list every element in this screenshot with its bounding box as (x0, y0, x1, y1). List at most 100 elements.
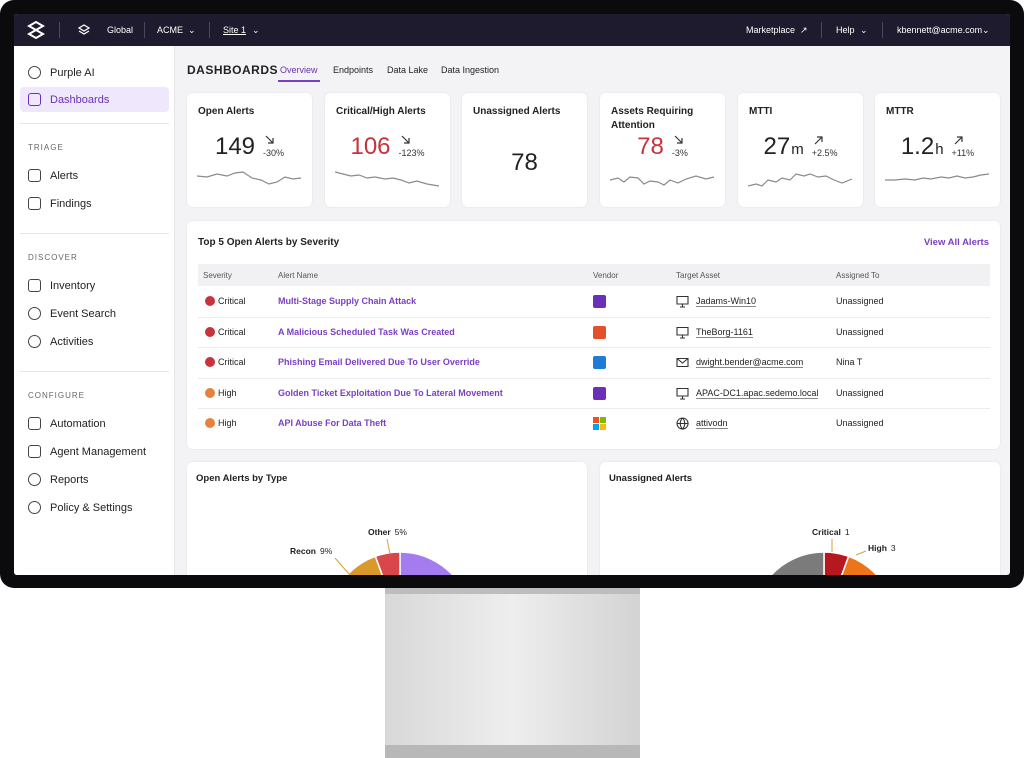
abs (209, 22, 210, 38)
kpi-card: MTTI 27 m +2.5% (738, 93, 863, 207)
section-title: CONFIGURE (28, 391, 85, 400)
asset-icon (676, 417, 689, 431)
kpi-label: Assets Requiring Attention (611, 106, 694, 131)
kpi-change-group: -123% (399, 135, 425, 161)
ico (28, 335, 41, 348)
sparkline-path (885, 173, 990, 181)
nav-item: Dashboards (50, 93, 110, 106)
abs[interactable]: Automation (28, 417, 106, 430)
abs[interactable]: Policy & Settings (28, 501, 133, 514)
help[interactable]: Help (836, 25, 855, 35)
sparkline-path (197, 171, 302, 185)
path (27, 21, 45, 39)
abs (20, 371, 169, 372)
column-header: Vendor (593, 271, 619, 280)
path (78, 24, 90, 35)
ico (28, 279, 41, 292)
site[interactable]: Site 1 (223, 25, 247, 35)
abs (144, 22, 145, 38)
abs (821, 22, 822, 38)
kpi-value-group: 1.2 h (901, 133, 944, 161)
target-asset: Jadams-Win10 (696, 296, 757, 307)
sparkline (748, 173, 853, 187)
donut-segment (823, 551, 850, 575)
active-highlight (20, 87, 169, 112)
kpi-change: +11% (951, 148, 975, 158)
alert-name[interactable]: Multi-Stage Supply Chain Attack (278, 296, 417, 306)
kpi-value: 27 (763, 133, 791, 160)
ico (28, 169, 41, 182)
abs: ⌄ (252, 25, 260, 35)
leader-line (386, 538, 391, 555)
arrow-path (954, 136, 963, 145)
scope[interactable]: Global (107, 25, 134, 35)
kpi-value: 1.2 (900, 133, 935, 160)
abs[interactable]: Agent Management (28, 445, 146, 458)
label-value: 9% (320, 546, 333, 556)
target-asset: TheBorg-1161 (696, 326, 753, 338)
top-bar: Global ACME ⌄ Site 1 ⌄ Marketplace ↗ Hel… (14, 14, 1010, 46)
abs[interactable]: Event Search (28, 307, 116, 320)
kpi-value-row: 1.2 h +11% (875, 133, 1000, 161)
user[interactable]: kbennett@acme.com (897, 25, 983, 35)
abs[interactable]: Purple AI (28, 66, 95, 79)
kpi-card: Open Alerts 149 -30% (187, 93, 312, 207)
vendor-icon (593, 325, 606, 339)
nav-item: Activities (50, 335, 94, 348)
panel-title: Open Alerts by Type (196, 473, 288, 484)
table-title: Top 5 Open Alerts by Severity (198, 237, 340, 248)
kpi-value-row: 106 -123% (325, 133, 450, 161)
asset-icon (676, 387, 689, 400)
alert-name[interactable]: A Malicious Scheduled Task Was Created (278, 326, 455, 337)
asset-icon (676, 326, 689, 339)
alert-name[interactable]: Phishing Email Delivered Due To User Ove… (278, 357, 480, 368)
tab[interactable]: Endpoints (333, 65, 374, 75)
nav-item: Findings (50, 197, 92, 210)
sparkline (885, 173, 990, 181)
donut-label: Critical 1 (812, 527, 850, 537)
layers-icon (78, 24, 90, 35)
row-divider (198, 408, 990, 410)
vendor-icon (593, 295, 606, 308)
donut-segment (770, 551, 825, 575)
marketplace[interactable]: Marketplace (746, 25, 796, 35)
abs[interactable]: Alerts (28, 169, 78, 182)
donut: Critical 1 High 3 (770, 527, 896, 575)
tab[interactable]: Overview (280, 65, 318, 75)
abs[interactable]: Reports (28, 473, 89, 486)
abs[interactable]: Activities (28, 335, 93, 348)
abs[interactable]: Dashboards (28, 93, 109, 106)
account[interactable]: ACME (157, 25, 184, 35)
donut-label: High 3 (868, 543, 896, 553)
label-name: Information (486, 574, 533, 575)
abs: ⌄ (188, 25, 196, 35)
tab[interactable]: Data Ingestion (441, 65, 500, 75)
ico (28, 445, 41, 458)
tab[interactable]: Data Lake (387, 65, 429, 75)
alert-name[interactable]: API Abuse For Data Theft (278, 418, 387, 429)
column-header: Assigned To (836, 271, 880, 280)
label-value: 30% (537, 574, 554, 575)
nav-item: Inventory (50, 279, 96, 292)
ico (28, 197, 41, 210)
arrow-path (265, 135, 274, 144)
abs: ⌄ (860, 25, 868, 35)
table-card: Top 5 Open Alerts by Severity View All A… (187, 221, 1000, 449)
donut-segment (374, 551, 401, 575)
kpi-value: 78 (511, 149, 538, 176)
asset-icon (676, 295, 689, 308)
abs[interactable]: Findings (28, 197, 92, 210)
sidebar: Purple AI Dashboards TRIAGE Alerts Findi… (14, 46, 175, 575)
sparkline-path (610, 175, 715, 186)
panel: Unassigned Alerts Critical 1 High 3 (600, 462, 1000, 575)
kpi-value: 149 (214, 133, 256, 160)
abs[interactable]: Inventory (28, 279, 95, 292)
sparkline (610, 175, 715, 186)
kpi-change: -3% (671, 148, 688, 158)
alert-name[interactable]: Golden Ticket Exploitation Due To Latera… (278, 387, 503, 398)
kpi-label: Critical/High Alerts (336, 106, 426, 117)
kpi-value-group: 106 (350, 133, 390, 161)
severity: Critical (218, 357, 246, 368)
view-all-link[interactable]: View All Alerts (923, 237, 989, 248)
